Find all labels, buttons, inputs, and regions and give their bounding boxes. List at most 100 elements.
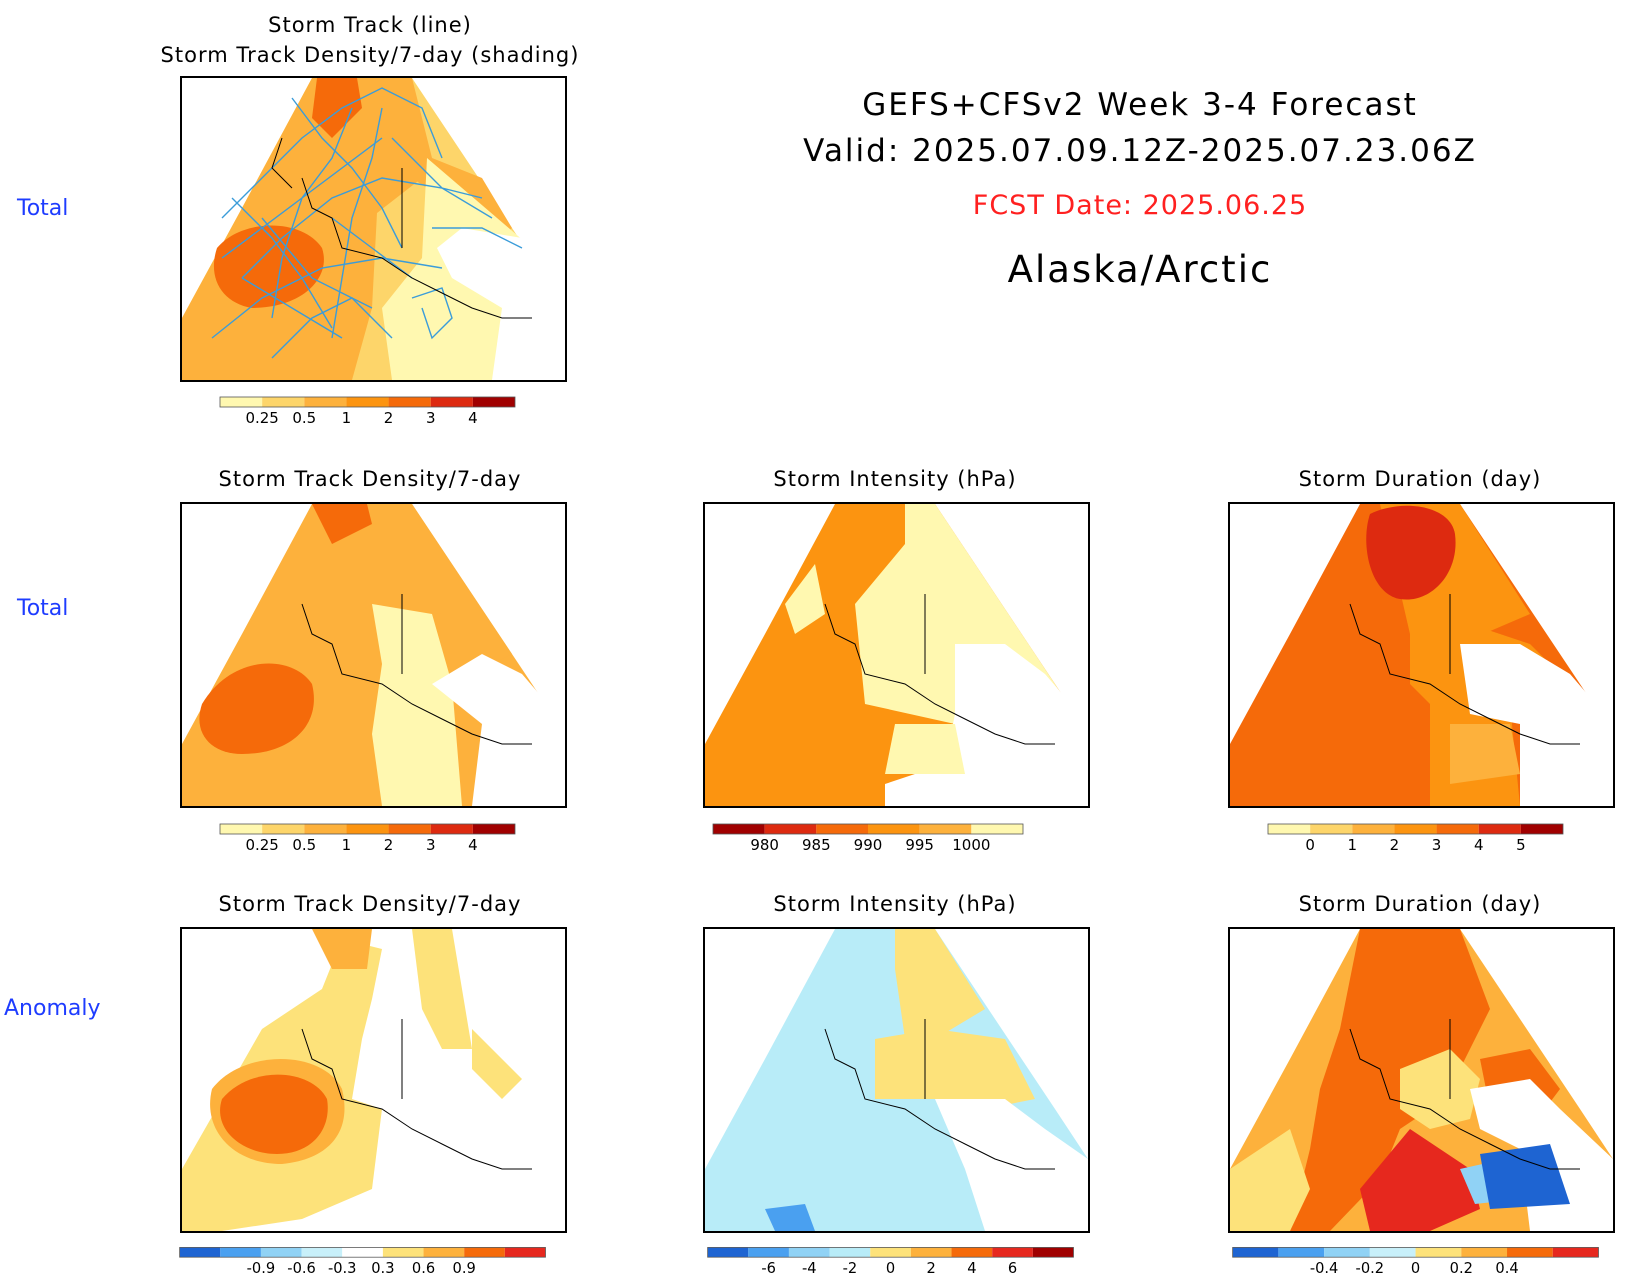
colorbar-swatch <box>220 1247 261 1258</box>
colorbar-swatch <box>951 1247 993 1258</box>
colorbar-swatch <box>910 1247 952 1258</box>
colorbar-swatch <box>382 1247 424 1258</box>
title-line-1: GEFS+CFSv2 Week 3-4 Forecast <box>862 87 1418 123</box>
colorbar-border <box>707 1247 1074 1258</box>
colorbar-tick-label: -2 <box>843 1260 858 1277</box>
colorbar-tick-label: 5 <box>1516 836 1526 854</box>
colorbar-duration: 0 1 2 3 4 5 <box>1267 823 1564 854</box>
colorbar-swatch <box>992 1247 1033 1258</box>
colorbar-swatch <box>919 824 972 834</box>
main-title: GEFS+CFSv2 Week 3-4 Forecast Valid: 2025… <box>740 82 1540 174</box>
colorbar-border <box>219 396 516 408</box>
colorbar-tick-label: 2 <box>384 409 394 427</box>
colorbar-swatch <box>829 1247 871 1258</box>
colorbar-swatch <box>179 1247 221 1258</box>
colorbar-tick-label: -0.4 <box>1310 1260 1339 1277</box>
row-label-anomaly: Anomaly <box>4 996 101 1021</box>
colorbar-tick-label: 0.2 <box>1450 1260 1473 1277</box>
colorbar-tick-label: 3 <box>1432 836 1442 854</box>
region-label: Alaska/Arctic <box>1007 248 1273 291</box>
colorbar-tick-label: 2 <box>927 1260 936 1277</box>
panel-title-intensity-total: Storm Intensity (hPa) <box>773 467 1017 491</box>
colorbar-tick-label: 0 <box>886 1260 895 1277</box>
density-anom-map <box>180 927 567 1233</box>
colorbar-swatch <box>1369 1247 1416 1258</box>
storm-track-map <box>180 76 567 382</box>
colorbar-border <box>712 823 1024 835</box>
duration-total-map-graphic <box>1230 504 1613 806</box>
colorbar-segments: -6 -4 -2 0 2 4 6 <box>707 1247 1074 1277</box>
colorbar-tick-label: 995 <box>905 836 934 854</box>
colorbar-segments: 0.25 0.5 1 2 3 4 <box>219 396 516 427</box>
colorbar-tick-label: 4 <box>468 409 478 427</box>
colorbar-segments: 0.25 0.5 1 2 3 4 <box>219 823 516 854</box>
panel-title-storm-track: Storm Track (line) Storm Track Density/7… <box>160 10 580 70</box>
colorbar-tick-label: 985 <box>802 836 831 854</box>
colorbar-tick-label: 2 <box>384 836 394 854</box>
colorbar-segments: 0 1 2 3 4 5 <box>1267 823 1564 854</box>
colorbar-density-anomaly: -0.9 -0.6 -0.3 0.3 0.6 0.9 <box>179 1247 546 1277</box>
colorbar-tick-label: 980 <box>750 836 779 854</box>
colorbar-swatch <box>1232 1247 1279 1258</box>
colorbar-tick-label: 1 <box>1348 836 1358 854</box>
colorbar-tick-label: 4 <box>967 1260 976 1277</box>
colorbar-intensity-anomaly: -6 -4 -2 0 2 4 6 <box>707 1247 1074 1277</box>
panel-title-intensity-anom: Storm Intensity (hPa) <box>773 892 1017 916</box>
colorbar-swatch <box>1310 824 1353 834</box>
colorbar-segments: -0.9 -0.6 -0.3 0.3 0.6 0.9 <box>179 1247 546 1277</box>
title-line-2: Valid: 2025.07.09.12Z-2025.07.23.06Z <box>803 133 1477 169</box>
colorbar-swatch <box>748 1247 789 1258</box>
panel-title-density-total: Storm Track Density/7-day <box>218 467 522 491</box>
colorbar-tick-label: 0 <box>1411 1260 1420 1277</box>
colorbar-intensity: 980 985 990 995 1000 <box>712 823 1024 854</box>
colorbar-tick-label: 0.25 <box>245 836 278 854</box>
colorbar-density: 0.25 0.5 1 2 3 4 <box>219 823 516 854</box>
colorbar-tick-label: -4 <box>802 1260 817 1277</box>
panel-title-density-anom: Storm Track Density/7-day <box>218 892 522 916</box>
colorbar-swatch <box>1507 1247 1553 1258</box>
colorbar-swatch <box>1324 1247 1370 1258</box>
colorbar-border <box>179 1247 546 1258</box>
row-label-total-1: Total <box>17 196 69 221</box>
colorbar-tick-label: 0 <box>1305 836 1315 854</box>
density-anom-map-graphic <box>182 929 565 1231</box>
colorbar-swatch <box>1436 824 1479 834</box>
panel-title-duration-total: Storm Duration (day) <box>1298 467 1542 491</box>
colorbar-tick-label: 3 <box>426 409 436 427</box>
row-label-total-2: Total <box>17 596 69 621</box>
duration-anom-map-graphic <box>1230 929 1613 1231</box>
storm-track-title-line-1: Storm Track (line) <box>268 13 472 37</box>
colorbar-swatch <box>870 1247 911 1258</box>
storm-track-map-graphic <box>182 78 565 380</box>
colorbar-tick-label: -0.2 <box>1356 1260 1385 1277</box>
colorbar-swatch <box>868 824 920 834</box>
colorbar-swatch <box>1278 1247 1325 1258</box>
colorbar-tick-label: 0.4 <box>1495 1260 1518 1277</box>
colorbar-swatch <box>1394 824 1437 834</box>
colorbar-swatch <box>971 824 1023 834</box>
colorbar-tick-label: 1000 <box>952 836 990 854</box>
colorbar-swatch <box>713 824 765 834</box>
forecast-date: FCST Date: 2025.06.25 <box>972 190 1308 221</box>
intensity-anom-map-graphic <box>705 929 1088 1231</box>
colorbar-swatch <box>430 397 473 407</box>
colorbar-swatch <box>220 824 263 834</box>
colorbar-tick-label: 6 <box>1008 1260 1017 1277</box>
intensity-anom-map <box>703 927 1090 1233</box>
colorbar-tick-label: 0.25 <box>245 409 278 427</box>
colorbar-swatch <box>1032 1247 1074 1258</box>
colorbar-tick-label: 0.5 <box>292 409 316 427</box>
colorbar-segments: 980 985 990 995 1000 <box>712 823 1024 854</box>
colorbar-density-top: 0.25 0.5 1 2 3 4 <box>219 396 516 427</box>
colorbar-swatch <box>1478 824 1521 834</box>
colorbar-swatch <box>304 397 347 407</box>
colorbar-swatch <box>816 824 868 834</box>
density-total-map <box>180 502 567 808</box>
colorbar-tick-label: -0.6 <box>287 1260 316 1277</box>
duration-anom-map <box>1228 927 1615 1233</box>
colorbar-swatch <box>504 1247 546 1258</box>
colorbar-tick-label: -6 <box>761 1260 776 1277</box>
colorbar-swatch <box>1520 824 1563 834</box>
colorbar-tick-label: 3 <box>426 836 436 854</box>
colorbar-swatch <box>788 1247 830 1258</box>
